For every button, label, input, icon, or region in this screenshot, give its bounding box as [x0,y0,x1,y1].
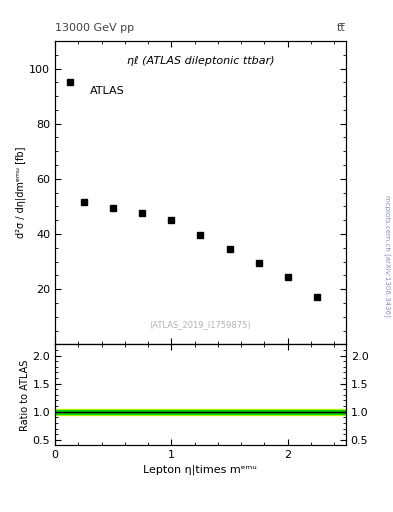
Y-axis label: d²σ / dη|dmᵉᵐᵘ [fb]: d²σ / dη|dmᵉᵐᵘ [fb] [16,147,26,239]
Text: tt̅: tt̅ [337,23,346,33]
Text: (ATLAS_2019_I1759875): (ATLAS_2019_I1759875) [150,320,251,329]
Text: mcplots.cern.ch [arXiv:1306.3436]: mcplots.cern.ch [arXiv:1306.3436] [384,195,391,317]
Text: ηℓ (ATLAS dileptonic ttbar): ηℓ (ATLAS dileptonic ttbar) [127,56,274,66]
Y-axis label: Ratio to ATLAS: Ratio to ATLAS [20,359,29,431]
X-axis label: Lepton η|times mᵉᵐᵘ: Lepton η|times mᵉᵐᵘ [143,464,257,475]
Text: 13000 GeV pp: 13000 GeV pp [55,23,134,33]
Text: ATLAS: ATLAS [90,87,125,96]
